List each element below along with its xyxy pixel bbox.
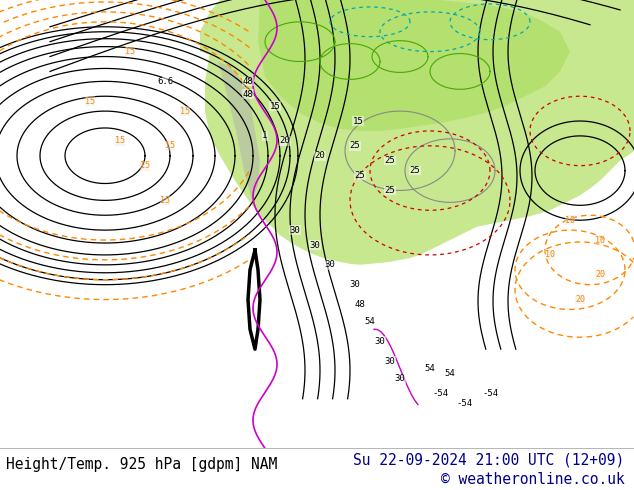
- Polygon shape: [205, 0, 634, 265]
- Text: 30: 30: [375, 337, 385, 346]
- Text: -54: -54: [432, 389, 448, 398]
- Text: 15: 15: [115, 136, 125, 146]
- Text: 54: 54: [425, 365, 436, 373]
- Text: 15: 15: [353, 117, 363, 125]
- Text: -54: -54: [457, 399, 473, 408]
- Text: 25: 25: [385, 186, 396, 195]
- Text: 30: 30: [325, 260, 335, 270]
- Text: © weatheronline.co.uk: © weatheronline.co.uk: [441, 472, 624, 487]
- Text: 25: 25: [410, 166, 420, 175]
- Text: 15: 15: [180, 107, 190, 116]
- Text: 15: 15: [140, 161, 150, 170]
- Text: 25: 25: [385, 156, 396, 165]
- Text: 20: 20: [595, 270, 605, 279]
- Text: 10: 10: [565, 216, 575, 225]
- Text: 30: 30: [394, 374, 405, 383]
- Text: Su 22-09-2024 21:00 UTC (12+09): Su 22-09-2024 21:00 UTC (12+09): [353, 452, 624, 467]
- Polygon shape: [258, 0, 570, 131]
- Text: 54: 54: [365, 317, 375, 326]
- Text: 10: 10: [545, 250, 555, 259]
- Text: 30: 30: [309, 241, 320, 249]
- Text: 48: 48: [243, 90, 254, 98]
- Text: 48: 48: [354, 300, 365, 309]
- Text: 54: 54: [444, 369, 455, 378]
- Text: Height/Temp. 925 hPa [gdpm] NAM: Height/Temp. 925 hPa [gdpm] NAM: [6, 457, 278, 472]
- Text: 20: 20: [314, 151, 325, 160]
- Text: 25: 25: [354, 171, 365, 180]
- Text: 1: 1: [262, 131, 268, 141]
- Text: 15: 15: [85, 97, 95, 106]
- Text: 30: 30: [385, 357, 396, 366]
- Polygon shape: [390, 0, 634, 235]
- Text: 20: 20: [280, 136, 290, 146]
- Text: 6.6: 6.6: [157, 77, 173, 86]
- Polygon shape: [218, 62, 260, 200]
- Text: 15: 15: [125, 47, 135, 56]
- Text: 48: 48: [243, 77, 254, 86]
- Text: 15: 15: [165, 141, 175, 150]
- Text: 30: 30: [290, 225, 301, 235]
- Polygon shape: [200, 0, 634, 72]
- Text: 30: 30: [349, 280, 360, 289]
- Text: 20: 20: [575, 295, 585, 304]
- Text: 15: 15: [160, 196, 170, 205]
- Text: 25: 25: [349, 141, 360, 150]
- Text: 10: 10: [595, 236, 605, 245]
- Text: -54: -54: [482, 389, 498, 398]
- Text: 15: 15: [269, 101, 280, 111]
